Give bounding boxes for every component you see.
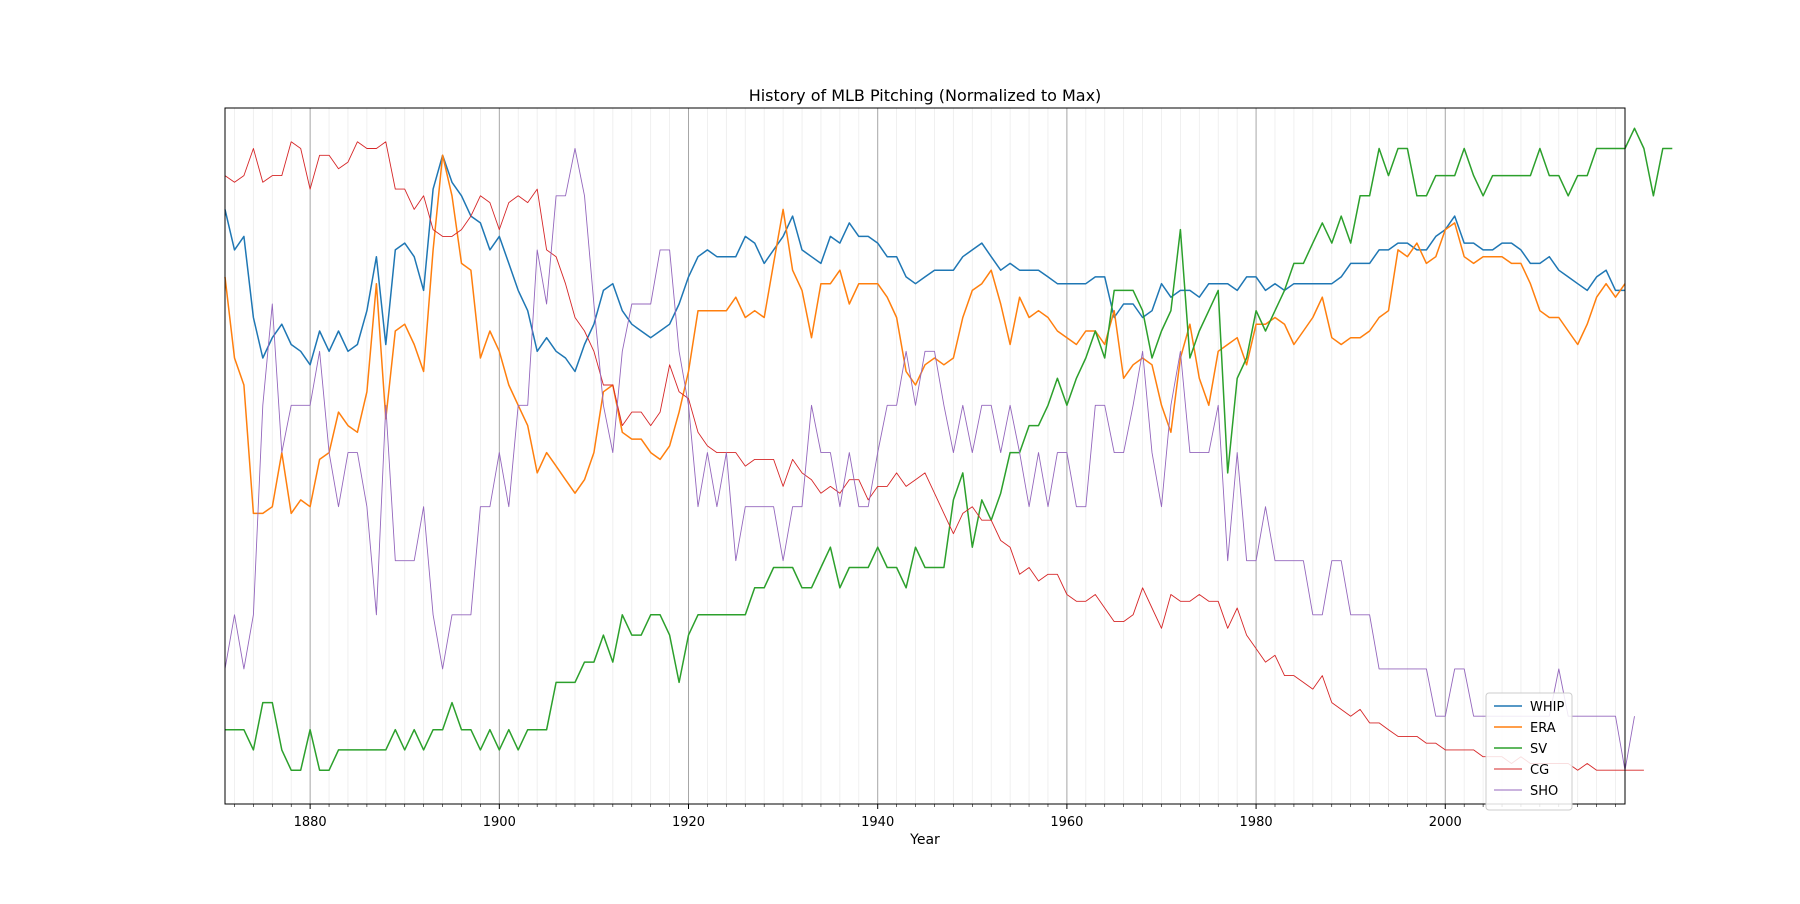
x-tick-label: 1980 — [1240, 815, 1273, 830]
series-line-sho — [224, 148, 1635, 771]
grid — [234, 108, 1616, 804]
x-tick-label: 1940 — [861, 815, 894, 830]
legend: WHIP ERA SV CG SHO — [1485, 692, 1573, 811]
x-tick-label: 1880 — [294, 815, 327, 830]
x-tick-label: 2000 — [1429, 815, 1462, 830]
legend-label-sho: SHO — [1530, 784, 1558, 799]
legend-label-era: ERA — [1530, 721, 1556, 736]
legend-box — [1485, 692, 1573, 811]
series-line-whip — [224, 154, 1625, 373]
series-line-era — [224, 154, 1626, 515]
series-lines — [224, 127, 1673, 771]
legend-label-cg: CG — [1530, 763, 1549, 778]
legend-label-sv: SV — [1530, 742, 1547, 757]
x-tick-label: 1920 — [672, 815, 705, 830]
series-line-sv — [225, 127, 1673, 771]
x-tick-label: 1960 — [1050, 815, 1083, 830]
plot-frame — [224, 107, 1626, 805]
chart-title: History of MLB Pitching (Normalized to M… — [749, 86, 1102, 105]
legend-label-whip: WHIP — [1530, 700, 1564, 715]
x-tick-label: 1900 — [483, 815, 516, 830]
x-axis-label: Year — [909, 832, 940, 848]
series-line-cg — [224, 141, 1644, 771]
x-axis-ticks: 1880 1900 1920 1940 1960 1980 2000 — [234, 804, 1616, 830]
